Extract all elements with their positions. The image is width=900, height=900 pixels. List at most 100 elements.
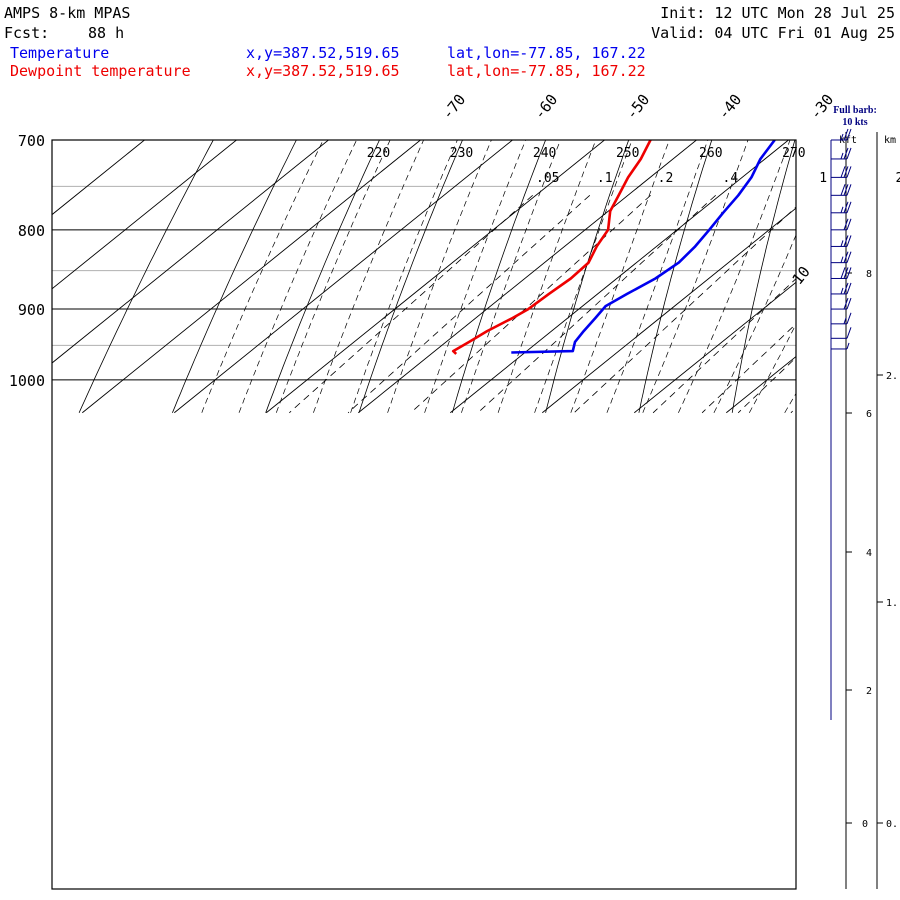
mixing-ratio-lines: [289, 195, 796, 414]
init-time: Init: 12 UTC Mon 28 Jul 25: [660, 4, 895, 22]
moist-adiabat: [201, 140, 324, 413]
wind-barb: [831, 235, 852, 247]
moist-adiabat: [678, 140, 791, 413]
dry-adiabat-label: 240: [533, 146, 556, 161]
mixing-ratio-label: .2: [658, 171, 674, 186]
dry-adiabat: [451, 140, 547, 413]
mixing-ratio-line: [289, 195, 533, 414]
wind-barb: [831, 267, 852, 279]
isotherm: [174, 140, 514, 414]
dry-adiabat-label: 230: [450, 146, 473, 161]
dry-adiabat: [638, 140, 713, 413]
plot-area: [52, 130, 881, 414]
plot-frame: [51, 139, 797, 890]
legend-temperature-xy: x,y=387.52,519.65: [246, 44, 400, 62]
pressure-label: 800: [18, 222, 45, 240]
dry-adiabat: [545, 140, 630, 413]
wind-barb: [831, 184, 852, 196]
mixing-ratio-line: [701, 323, 796, 414]
isotherm: [634, 281, 796, 414]
kft-tick-label: 4: [866, 548, 872, 559]
temperature-label: -50: [622, 91, 653, 123]
moist-adiabat: [424, 140, 527, 413]
wind-barb: [831, 251, 852, 264]
km-axis-label: km: [884, 135, 896, 146]
dry-adiabat: [731, 140, 796, 413]
km-tick-label: 1.: [886, 598, 898, 609]
isotherm: [358, 140, 698, 414]
isotherm: [82, 140, 422, 414]
dry-adiabat-label: 220: [367, 146, 390, 161]
dry-adiabat: [172, 140, 297, 413]
wind-panel: Full barb: 10 kts kft km 8 6 4 2 0 2. 1.…: [830, 105, 898, 889]
dry-adiabat: [78, 140, 214, 413]
moist-adiabat: [275, 140, 391, 413]
mixing-ratio-line: [652, 278, 796, 414]
mixing-ratio-label: .05: [536, 171, 559, 186]
kft-tick-label: 6: [866, 409, 872, 420]
wind-barb: [831, 327, 852, 339]
legend-dewpoint-label: Dewpoint temperature: [10, 62, 191, 80]
valid-time: Valid: 04 UTC Fri 01 Aug 25: [651, 24, 895, 42]
wind-barb: [831, 147, 852, 160]
wind-barb: [831, 128, 852, 141]
moist-adiabat: [387, 140, 492, 413]
wind-barb: [831, 218, 852, 231]
isotherm: [542, 207, 796, 414]
dry-adiabat: [826, 130, 881, 413]
temperature-label: -70: [438, 91, 469, 123]
kft-tick-label: 2: [866, 686, 872, 697]
dry-adiabat-label: 270: [782, 146, 805, 161]
isotherms: [52, 140, 796, 414]
moist-adiabat: [534, 140, 633, 413]
legend-temperature-label: Temperature: [10, 44, 109, 62]
wind-barb: [831, 342, 850, 350]
isotherm: [52, 140, 54, 141]
isotherm: [450, 140, 790, 414]
pressure-label: 1000: [9, 372, 45, 390]
isotherm: [52, 140, 330, 364]
sounding-profiles: [451, 140, 776, 355]
moist-adiabat: [748, 323, 796, 413]
legend-dewpoint-xy: x,y=387.52,519.65: [246, 62, 400, 80]
moist-adiabat: [713, 234, 796, 413]
isotherm: [52, 140, 146, 216]
pressure-label: 700: [18, 132, 45, 150]
kft-tick-label: 8: [866, 269, 872, 280]
km-tick-label: 0.: [886, 819, 898, 830]
wind-barb: [831, 282, 852, 295]
isotherm: [52, 140, 238, 290]
moist-adiabat: [606, 140, 709, 413]
pressure-label: 900: [18, 301, 45, 319]
pressure-gridlines: [52, 139, 796, 381]
mixing-ratio-label: 1: [819, 171, 827, 186]
temperature-line: [511, 140, 776, 354]
moist-adiabat: [461, 140, 561, 413]
temperature-label: -40: [714, 91, 745, 123]
temperature-label: -60: [530, 91, 561, 123]
wind-barbs: [831, 128, 852, 350]
mixing-ratio-label: .4: [723, 171, 739, 186]
wind-barb: [831, 166, 852, 178]
isotherm: [726, 355, 796, 414]
legend-dewpoint-latlon: lat,lon=-77.85, 167.22: [447, 62, 646, 80]
model-title: AMPS 8-km MPAS: [4, 4, 130, 22]
temperature-label: 10: [788, 263, 813, 288]
dry-adiabat-label: 260: [699, 146, 722, 161]
forecast-label: Fcst:: [4, 24, 49, 42]
km-tick-label: 2.: [886, 371, 898, 382]
moist-adiabat: [642, 140, 749, 413]
moist-adiabat: [570, 140, 670, 413]
dry-adiabat: [265, 140, 380, 413]
kft-axis-label: kft: [839, 135, 857, 146]
wind-panel-title: Full barb:: [833, 105, 877, 116]
isotherm: [266, 140, 606, 414]
mixing-ratio-line: [573, 206, 796, 414]
dry-adiabat: [358, 140, 463, 413]
legend-temperature-latlon: lat,lon=-77.85, 167.22: [447, 44, 646, 62]
moist-adiabat: [313, 140, 424, 413]
moist-adiabat: [497, 140, 597, 413]
moist-adiabats: [201, 140, 796, 413]
mixing-ratio-label: 2: [895, 171, 900, 186]
